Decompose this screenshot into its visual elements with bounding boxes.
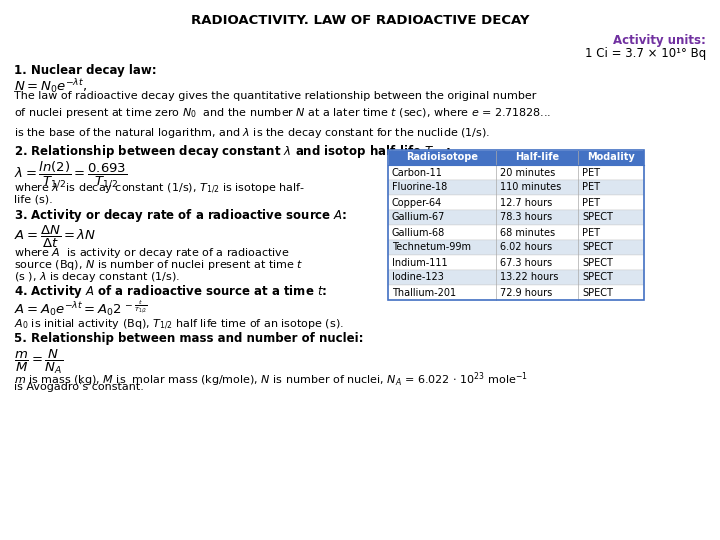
Bar	[388, 225, 644, 240]
Bar	[388, 270, 644, 285]
Text: $A = \dfrac{\Delta N}{\Delta t} = \lambda N$: $A = \dfrac{\Delta N}{\Delta t} = \lambd…	[14, 224, 96, 250]
Text: 2. Relationship between decay constant $\lambda$ and isotop half-life $T_{1/2}$:: 2. Relationship between decay constant $…	[14, 143, 451, 159]
Text: Half-life: Half-life	[515, 152, 559, 163]
Text: SPECT: SPECT	[582, 287, 613, 298]
Text: PET: PET	[582, 167, 600, 178]
Text: (s ), $\lambda$ is decay constant (1/s).: (s ), $\lambda$ is decay constant (1/s).	[14, 270, 180, 284]
Text: life (s).: life (s).	[14, 194, 53, 204]
Text: Carbon-11: Carbon-11	[392, 167, 443, 178]
Text: 12.7 hours: 12.7 hours	[500, 198, 552, 207]
Text: 67.3 hours: 67.3 hours	[500, 258, 552, 267]
Text: $N = N_0 e^{-\lambda t},$: $N = N_0 e^{-\lambda t},$	[14, 77, 87, 95]
Text: 72.9 hours: 72.9 hours	[500, 287, 552, 298]
Text: Iodine-123: Iodine-123	[392, 273, 444, 282]
Bar	[388, 150, 644, 165]
Text: SPECT: SPECT	[582, 242, 613, 253]
Text: PET: PET	[582, 198, 600, 207]
Text: Fluorine-18: Fluorine-18	[392, 183, 447, 192]
Bar	[388, 255, 644, 270]
Text: Indium-111: Indium-111	[392, 258, 448, 267]
Text: RADIOACTIVITY. LAW OF RADIOACTIVE DECAY: RADIOACTIVITY. LAW OF RADIOACTIVE DECAY	[191, 14, 529, 27]
Text: where $\lambda$  is decay constant (1/s), $T_{1/2}$ is isotope half-: where $\lambda$ is decay constant (1/s),…	[14, 182, 305, 196]
Bar	[388, 210, 644, 225]
Text: is Avogadro’s constant.: is Avogadro’s constant.	[14, 382, 144, 392]
Text: SPECT: SPECT	[582, 258, 613, 267]
Text: Thallium-201: Thallium-201	[392, 287, 456, 298]
Text: 78.3 hours: 78.3 hours	[500, 213, 552, 222]
Text: where $A$  is activity or decay rate of a radioactive: where $A$ is activity or decay rate of a…	[14, 246, 290, 260]
Text: 13.22 hours: 13.22 hours	[500, 273, 559, 282]
Bar	[388, 195, 644, 210]
Text: 1 Ci = 3.7 × 10¹° Bq: 1 Ci = 3.7 × 10¹° Bq	[585, 47, 706, 60]
Text: 6.02 hours: 6.02 hours	[500, 242, 552, 253]
Bar	[388, 180, 644, 195]
Text: Gallium-67: Gallium-67	[392, 213, 446, 222]
Bar	[388, 285, 644, 300]
Text: $A = A_0 e^{-\lambda t} = A_0 2^{\,-\frac{t}{T_{1/2}}}$: $A = A_0 e^{-\lambda t} = A_0 2^{\,-\fra…	[14, 299, 148, 319]
Text: Copper-64: Copper-64	[392, 198, 442, 207]
Text: Technetum-99m: Technetum-99m	[392, 242, 471, 253]
Text: PET: PET	[582, 183, 600, 192]
Text: 4. Activity $A$ of a radioactive source at a time $t$:: 4. Activity $A$ of a radioactive source …	[14, 283, 328, 300]
Text: The law of radioactive decay gives the quantitative relationship between the ori: The law of radioactive decay gives the q…	[14, 91, 551, 140]
Text: Activity units:: Activity units:	[613, 34, 706, 47]
Text: Radioisotope: Radioisotope	[406, 152, 478, 163]
Text: 20 minutes: 20 minutes	[500, 167, 555, 178]
Bar	[388, 165, 644, 180]
Text: $A_0$ is initial activity (Bq), $T_{1/2}$ half life time of an isotope (s).: $A_0$ is initial activity (Bq), $T_{1/2}…	[14, 318, 344, 332]
Bar	[388, 240, 644, 255]
Text: $\dfrac{m}{M} = \dfrac{N}{N_A}$: $\dfrac{m}{M} = \dfrac{N}{N_A}$	[14, 348, 63, 376]
Text: Gallium-68: Gallium-68	[392, 227, 445, 238]
Text: 110 minutes: 110 minutes	[500, 183, 562, 192]
Text: source (Bq), $N$ is number of nuclei present at time $t$: source (Bq), $N$ is number of nuclei pre…	[14, 258, 304, 272]
Text: PET: PET	[582, 227, 600, 238]
Text: 5. Relationship between mass and number of nuclei:: 5. Relationship between mass and number …	[14, 332, 364, 345]
Text: SPECT: SPECT	[582, 273, 613, 282]
Text: $m$ is mass (kg), $M$ is  molar mass (kg/mole), $N$ is number of nuclei, $N_A$ =: $m$ is mass (kg), $M$ is molar mass (kg/…	[14, 370, 528, 389]
Text: $\lambda = \dfrac{ln(2)}{T_{1/2}} = \dfrac{0.693}{T_{1/2}}$: $\lambda = \dfrac{ln(2)}{T_{1/2}} = \dfr…	[14, 159, 127, 189]
Text: Modality: Modality	[587, 152, 635, 163]
Bar	[388, 150, 644, 300]
Text: 68 minutes: 68 minutes	[500, 227, 555, 238]
Text: 3. Activity or decay rate of a radioactive source $A$:: 3. Activity or decay rate of a radioacti…	[14, 207, 348, 224]
Text: SPECT: SPECT	[582, 213, 613, 222]
Text: 1. Nuclear decay law:: 1. Nuclear decay law:	[14, 64, 157, 77]
